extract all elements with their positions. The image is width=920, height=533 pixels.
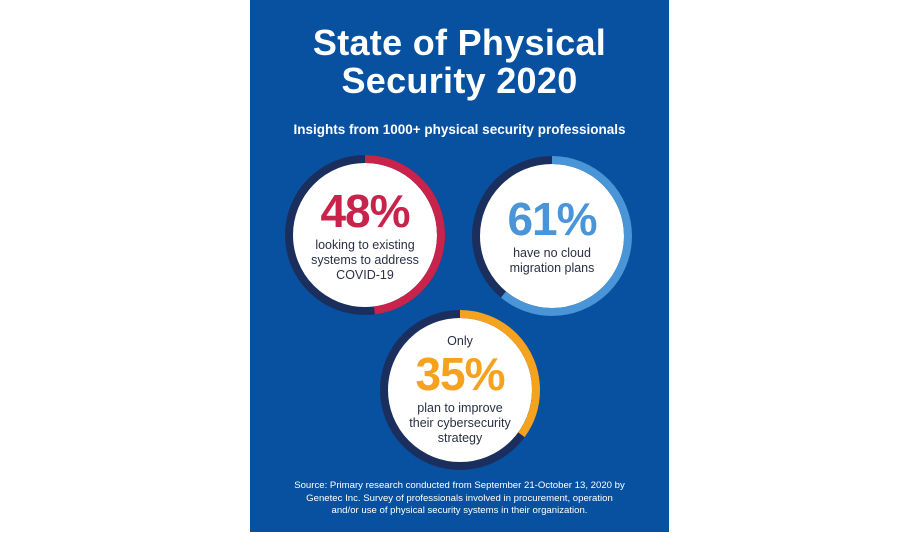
stat-covid: 48% looking to existing systems to addre… [285,155,445,315]
subtitle: Insights from 1000+ physical security pr… [293,122,626,137]
progress-ring-icon [472,156,632,316]
progress-ring-icon [380,310,540,470]
progress-ring-icon [285,155,445,315]
title-line-2: Security 2020 [341,60,578,101]
infographic-panel: State of Physical Security 2020 Insights… [250,0,669,532]
stat-value: 35% [415,348,505,400]
stat-cloud: 61% have no cloud migration plans [472,156,632,316]
stat-description: have no cloud migration plans [509,246,595,275]
stat-prefix: Only [447,334,473,348]
title-line-1: State of Physical [312,22,607,63]
stat-description: looking to existing systems to address C… [311,237,419,282]
stat-value: 61% [507,193,597,245]
stat-cybersecurity: Only 35% plan to improve their cybersecu… [380,310,540,470]
page-title: State of Physical Security 2020 [250,24,669,100]
stat-description: plan to improve their cybersecurity stra… [409,401,511,445]
source-note: Source: Primary research conducted from … [294,480,625,516]
stat-value: 48% [320,184,410,237]
